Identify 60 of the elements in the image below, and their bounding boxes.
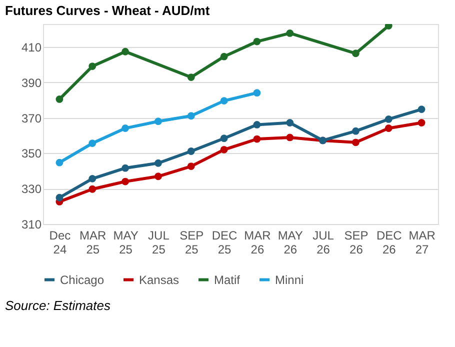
x-tick-label: DEC 26 (376, 228, 402, 256)
x-tick-label: JUL 25 (148, 228, 170, 256)
point (88, 174, 96, 182)
point (122, 48, 129, 56)
point (286, 119, 294, 126)
point (384, 124, 392, 132)
point (352, 127, 360, 135)
x-tick-label: DEC 25 (212, 228, 238, 256)
y-tick-label: 350 (21, 146, 42, 161)
point (253, 89, 261, 97)
x-tick-label: MAR 26 (244, 228, 272, 256)
x-tick-label: SEP 25 (180, 228, 204, 256)
legend-label: Chicago (60, 272, 104, 287)
point (253, 121, 261, 128)
point (122, 164, 129, 172)
point (154, 172, 162, 180)
point (122, 178, 129, 186)
point (88, 140, 96, 147)
point (187, 112, 195, 120)
y-tick-label: 410 (21, 40, 42, 55)
x-tick-label: MAR 27 (408, 228, 436, 256)
y-tick-label: 390 (21, 76, 42, 90)
point (286, 30, 294, 37)
x-tick-label: SEP 26 (344, 228, 368, 256)
legend-label: Minni (275, 272, 304, 287)
point (220, 146, 228, 154)
point (286, 134, 294, 142)
x-tick-label: Dec 24 (49, 228, 71, 256)
y-tick-label: 310 (21, 218, 42, 232)
legend-label: Kansas (139, 272, 180, 287)
source-note: Source: Estimates (5, 298, 111, 313)
point (220, 134, 228, 142)
point (220, 97, 228, 105)
point (187, 148, 195, 155)
point (88, 185, 96, 193)
legend-label: Matif (214, 272, 241, 287)
point (418, 106, 426, 114)
point (187, 74, 195, 81)
point (253, 38, 261, 46)
x-tick-label: MAR 25 (80, 228, 107, 256)
point (352, 50, 360, 58)
point (56, 158, 64, 166)
point (154, 118, 162, 126)
point (220, 52, 228, 60)
point (56, 96, 64, 103)
point (56, 194, 64, 202)
y-tick-label: 330 (21, 182, 42, 196)
y-tick-label: 370 (21, 111, 42, 126)
chart-title: Futures Curves - Wheat - AUD/mt (5, 3, 210, 18)
x-tick-label: MAY 25 (113, 228, 138, 256)
point (187, 162, 195, 170)
x-tick-label: MAY 26 (278, 228, 303, 256)
point (88, 62, 96, 70)
point (352, 138, 360, 146)
point (384, 116, 392, 123)
point (122, 124, 129, 132)
point (253, 135, 261, 143)
x-tick-label: JUL 26 (312, 228, 334, 256)
point (154, 159, 162, 167)
point (418, 119, 426, 126)
